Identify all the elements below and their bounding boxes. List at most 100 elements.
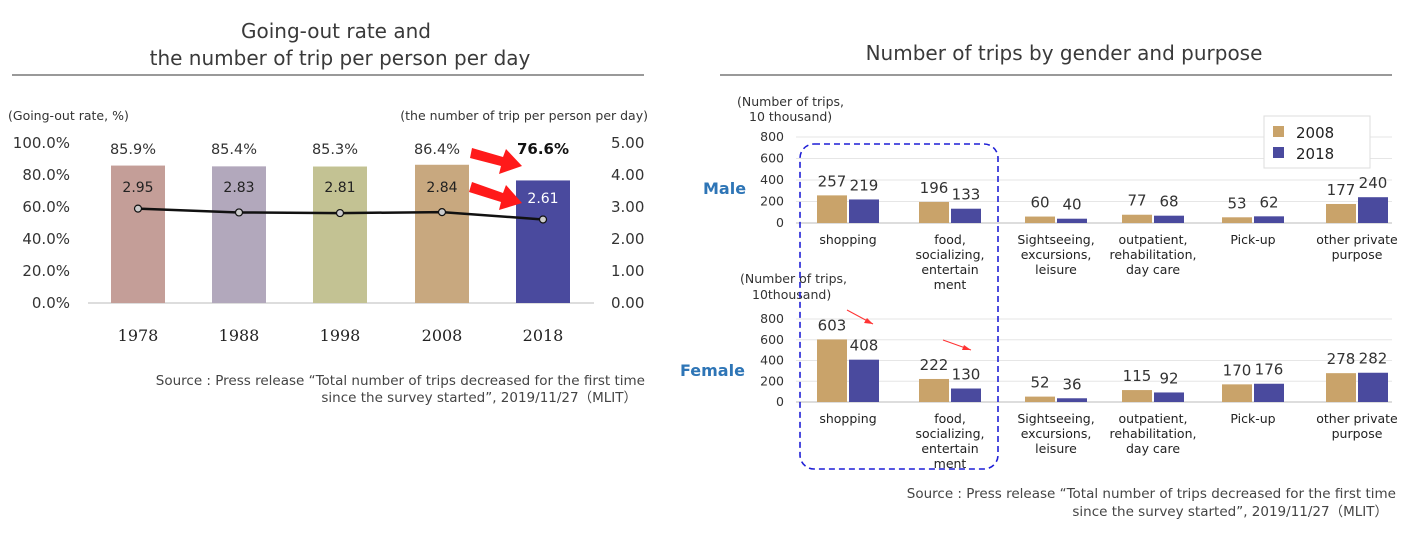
left-tick-label: 60.0%: [22, 198, 70, 216]
trips-point-2008: [437, 208, 447, 217]
bar-value-2018-1: 133: [952, 186, 981, 204]
right-tick-label: 3.00: [611, 198, 644, 216]
category-label: Pick-up: [1230, 232, 1275, 247]
female-axis-label-line-1: (Number of trips,: [740, 271, 847, 286]
bar-2018-4: [1254, 383, 1284, 402]
bar-value-2008-1: 196: [920, 179, 949, 197]
legend-swatch-2008: [1273, 126, 1284, 137]
rate-bar-1998: [313, 166, 367, 303]
category-label: excursions,: [1021, 426, 1092, 441]
right-tick-label: 4.00: [611, 166, 644, 184]
category-label: leisure: [1035, 441, 1077, 456]
bar-value-2008-3: 77: [1127, 192, 1146, 210]
female-axis-label-line-2: 10thousand): [752, 287, 831, 302]
bar-value-2008-4: 170: [1223, 361, 1252, 379]
bar-value-2018-4: 176: [1255, 361, 1284, 379]
right-source-line-1: Source : Press release “Total number of …: [907, 486, 1396, 502]
rate-label-2018: 76.6%: [517, 140, 569, 158]
category-label: rehabilitation,: [1110, 426, 1197, 441]
left-chart-title-line-2: the number of trip per person per day: [150, 46, 531, 70]
trips-label-2008: 2.84: [426, 180, 457, 196]
bar-2008-4: [1222, 217, 1252, 223]
left-tick-label: 0.0%: [32, 294, 70, 312]
arrow-to-trips-2018: [469, 182, 522, 210]
category-label: socializing,: [916, 247, 985, 262]
category-label: food,: [934, 411, 966, 426]
male-axis-ticks: 800 600 400 200 0: [760, 129, 784, 230]
rate-label-1998: 85.3%: [312, 142, 358, 158]
tick-label: 400: [760, 172, 784, 187]
year-label-2018: 2018: [523, 326, 564, 345]
category-label: day care: [1126, 262, 1180, 277]
right-tick-label: 1.00: [611, 262, 644, 280]
left-tick-label: 80.0%: [22, 166, 70, 184]
year-label-2008: 2008: [422, 326, 463, 345]
category-label: rehabilitation,: [1110, 247, 1197, 262]
bar-2018-0: [849, 199, 879, 223]
rate-label-2008: 86.4%: [414, 142, 460, 158]
category-label: food,: [934, 232, 966, 247]
bar-value-2018-3: 92: [1159, 369, 1178, 387]
category-label: ment: [934, 456, 967, 471]
category-label: leisure: [1035, 262, 1077, 277]
trips-label-1978: 2.95: [122, 180, 153, 196]
legend-label-2008: 2008: [1296, 124, 1334, 142]
tick-label: 600: [760, 332, 784, 347]
category-label: excursions,: [1021, 247, 1092, 262]
bar-2008-3: [1122, 390, 1152, 402]
category-label: other private: [1316, 232, 1398, 247]
left-tick-label: 40.0%: [22, 230, 70, 248]
category-label: outpatient,: [1119, 232, 1188, 247]
left-chart-title-line-1: Going-out rate and: [241, 19, 431, 43]
female-label: Female: [680, 361, 745, 380]
bar-value-2018-2: 36: [1062, 375, 1081, 393]
right-axis-ticks: 5.00 4.00 3.00 2.00 1.00 0.00: [611, 134, 644, 312]
right-tick-label: 2.00: [611, 230, 644, 248]
rate-bar-1978: [111, 165, 165, 303]
female-gridlines: [796, 318, 1392, 403]
bar-2008-1: [919, 201, 949, 223]
trips-point-2018: [538, 215, 548, 224]
tick-label: 200: [760, 373, 784, 388]
rate-bar-2008: [415, 164, 469, 303]
arrow-female-shopping-head: [864, 318, 873, 324]
left-tick-label: 100.0%: [13, 134, 70, 152]
bar-value-2018-1: 130: [952, 366, 981, 384]
bar-value-2018-4: 62: [1259, 193, 1278, 211]
right-tick-label: 5.00: [611, 134, 644, 152]
bar-2008-0: [817, 339, 847, 402]
bar-2018-3: [1154, 392, 1184, 402]
bar-value-2018-0: 219: [850, 176, 879, 194]
trips-per-person-line: 2.95 2.83 2.81 2.84 2.61: [122, 180, 559, 224]
bar-2008-5: [1326, 373, 1356, 402]
right-axis-label: (the number of trip per person per day): [400, 108, 648, 123]
rate-bar-1988: [212, 166, 266, 303]
legend: 2008 2018: [1263, 115, 1371, 169]
bar-2018-1: [951, 388, 981, 402]
arrow-to-rate-2018: [470, 148, 522, 174]
bar-2018-2: [1057, 398, 1087, 402]
bar-value-2008-1: 222: [920, 356, 949, 374]
tick-label: 200: [760, 194, 784, 209]
left-axis-label: (Going-out rate, %): [8, 108, 129, 123]
female-annotation-arrows: [846, 309, 972, 351]
trips-label-1998: 2.81: [324, 180, 355, 196]
going-out-rate-bars: 85.9% 85.4% 85.3% 86.4% 76.6%: [110, 140, 570, 303]
trips-point-1988: [234, 208, 244, 217]
female-axis-ticks: 800 600 400 200 0: [760, 311, 784, 409]
category-label: ment: [934, 277, 967, 292]
bar-2008-4: [1222, 384, 1252, 402]
tick-label: 800: [760, 311, 784, 326]
category-label: entertain: [921, 262, 978, 277]
left-tick-label: 20.0%: [22, 262, 70, 280]
category-label: purpose: [1332, 247, 1383, 262]
trips-label-2018: 2.61: [527, 191, 558, 207]
bar-2008-0: [817, 195, 847, 223]
right-tick-label: 0.00: [611, 294, 644, 312]
category-label: day care: [1126, 441, 1180, 456]
trips-point-1978: [133, 204, 143, 213]
bar-2018-3: [1154, 215, 1184, 223]
